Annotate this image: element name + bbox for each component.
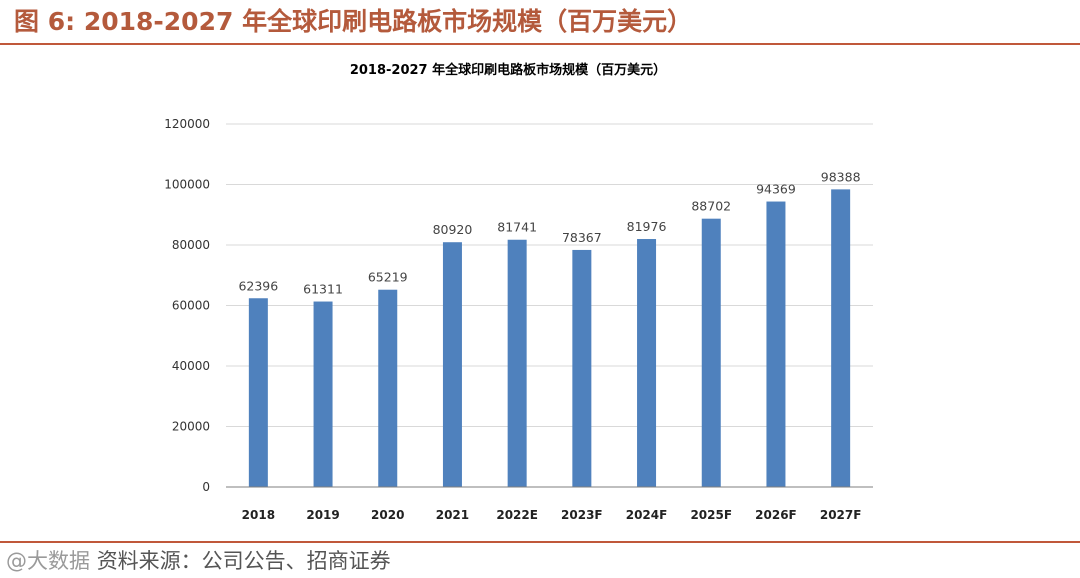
data-label: 80920 bbox=[433, 222, 473, 237]
bar bbox=[701, 218, 721, 487]
bar bbox=[442, 242, 462, 487]
data-label: 94369 bbox=[756, 182, 796, 197]
bar-chart: 2018-2027 年全球印刷电路板市场规模（百万美元） 0 20000 40000… bbox=[164, 62, 873, 522]
bar bbox=[831, 189, 851, 488]
data-label: 65219 bbox=[368, 270, 408, 285]
figure-label: 图 6: bbox=[14, 7, 76, 36]
x-tick-label: 2022E bbox=[496, 508, 538, 522]
data-labels: 62396 61311 65219 80920 81741 78367 81976 88702… bbox=[238, 169, 860, 296]
bar bbox=[572, 249, 592, 487]
data-label: 78367 bbox=[562, 230, 602, 245]
data-label: 98388 bbox=[821, 169, 861, 184]
chart-title: 2018-2027 年全球印刷电路板市场规模（百万美元） bbox=[350, 62, 666, 78]
watermark-text: @大数据 bbox=[6, 549, 90, 573]
bar bbox=[313, 301, 333, 487]
x-tick-label: 2027F bbox=[820, 508, 862, 522]
data-label: 62396 bbox=[238, 278, 278, 293]
x-tick-label: 2020 bbox=[371, 508, 404, 522]
data-label: 81741 bbox=[497, 220, 537, 235]
data-label: 61311 bbox=[303, 282, 343, 297]
bar bbox=[248, 298, 268, 487]
x-tick-label: 2019 bbox=[306, 508, 339, 522]
y-tick-label: 100000 bbox=[164, 178, 210, 192]
y-tick-label: 0 bbox=[202, 480, 210, 494]
bar bbox=[637, 239, 657, 487]
y-tick-label: 120000 bbox=[164, 117, 210, 131]
y-tick-label: 60000 bbox=[172, 299, 210, 313]
x-tick-label: 2018 bbox=[242, 508, 275, 522]
y-axis-ticks: 0 20000 40000 60000 80000 100000 120000 bbox=[164, 117, 210, 494]
source-text: 资料来源：公司公告、招商证券 bbox=[96, 549, 391, 573]
x-tick-label: 2024F bbox=[626, 508, 668, 522]
x-tick-label: 2023F bbox=[561, 508, 603, 522]
y-tick-label: 40000 bbox=[172, 359, 210, 373]
source-note: @大数据 资料来源：公司公告、招商证券 bbox=[6, 546, 391, 576]
gridlines bbox=[226, 123, 873, 427]
bar bbox=[378, 289, 398, 487]
y-tick-label: 20000 bbox=[172, 420, 210, 434]
bars bbox=[248, 189, 851, 488]
data-label: 81976 bbox=[627, 219, 667, 234]
figure-header: 图 6: 2018-2027 年全球印刷电路板市场规模（百万美元） bbox=[14, 4, 692, 40]
x-tick-label: 2021 bbox=[436, 508, 469, 522]
figure-title: 2018-2027 年全球印刷电路板市场规模（百万美元） bbox=[83, 7, 693, 36]
x-tick-label: 2026F bbox=[755, 508, 797, 522]
bar bbox=[507, 239, 527, 487]
data-label: 88702 bbox=[691, 199, 731, 214]
y-tick-label: 80000 bbox=[172, 238, 210, 252]
x-axis-categories: 2018 2019 2020 2021 2022E 2023F 2024F 2025F 2026… bbox=[242, 508, 862, 522]
top-divider bbox=[0, 43, 1080, 45]
bar bbox=[766, 201, 786, 488]
x-tick-label: 2025F bbox=[690, 508, 732, 522]
bottom-divider bbox=[0, 541, 1080, 543]
